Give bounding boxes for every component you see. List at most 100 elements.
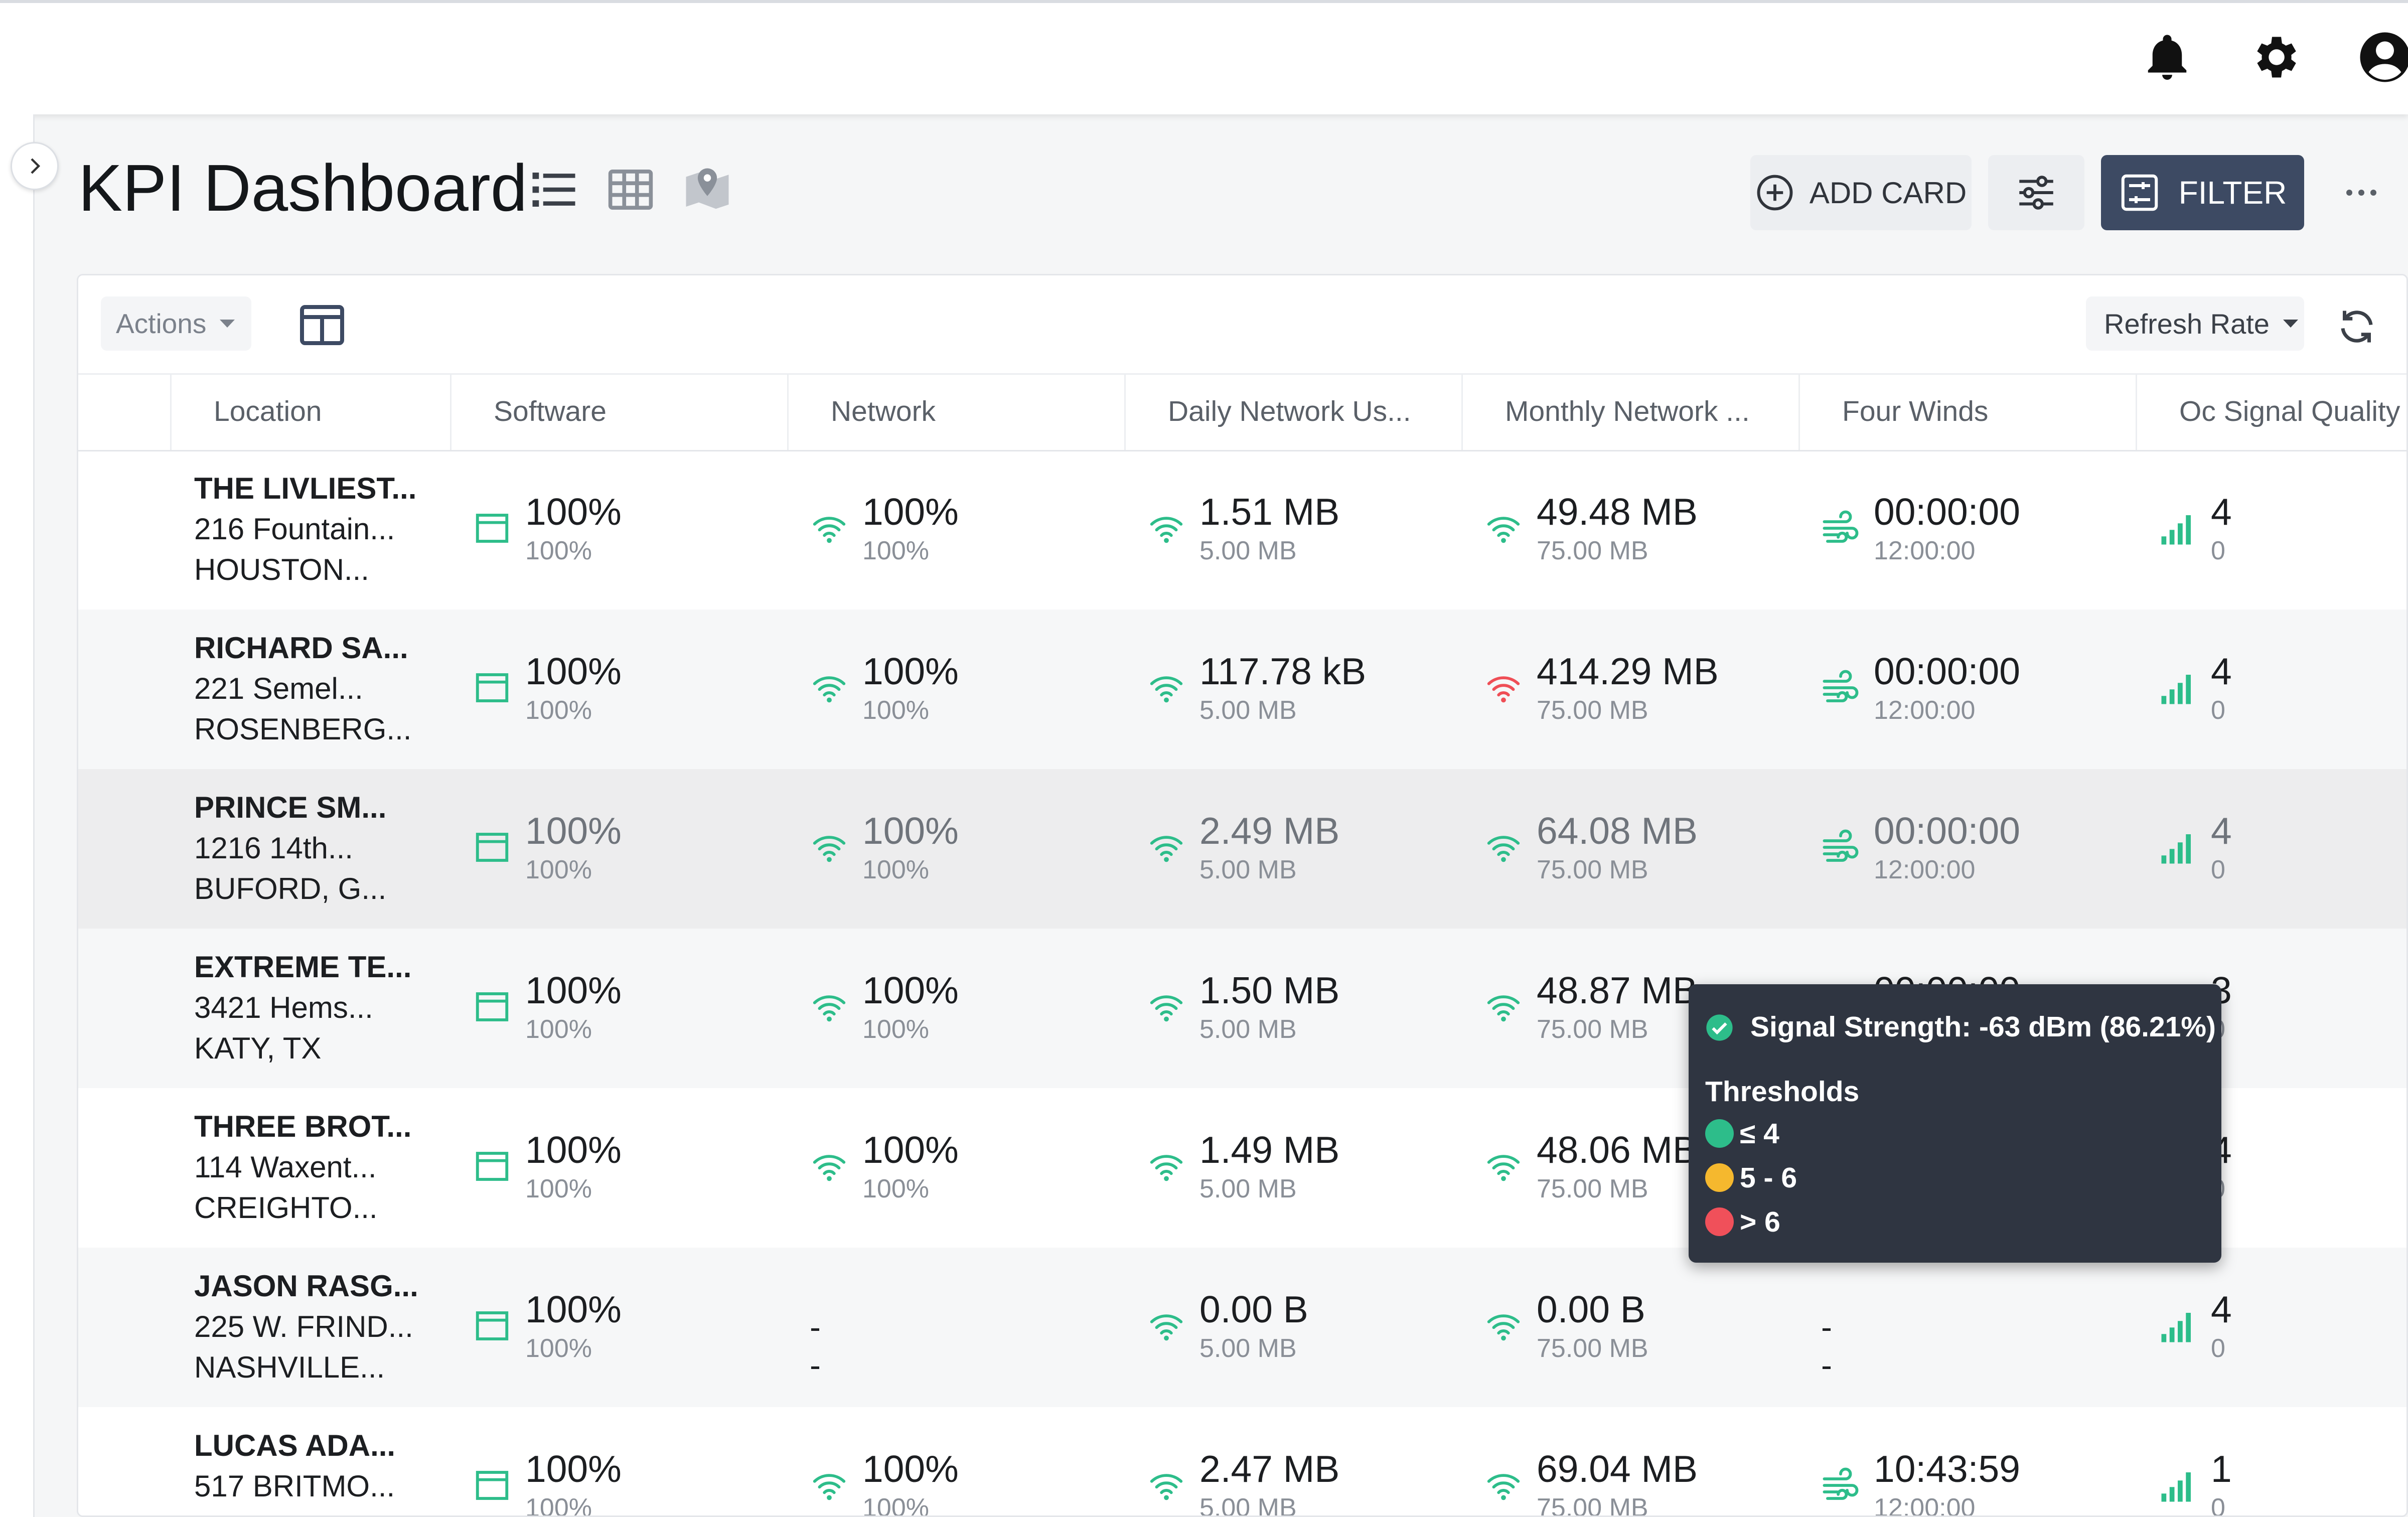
signal-subvalue: 0 — [2211, 536, 2225, 565]
daily-subvalue: 5.00 MB — [1199, 855, 1297, 884]
column-header-four-winds[interactable]: Four Winds — [1798, 373, 2136, 450]
sidebar-expand-button[interactable] — [11, 142, 59, 190]
location-name: PRINCE SM... — [194, 791, 387, 824]
column-header-oc-signal-quality[interactable]: Oc Signal Quality — [2136, 373, 2406, 450]
location-cell[interactable]: EXTREME TE... 3421 Hems... KATY, TX — [194, 947, 435, 1069]
wind-icon — [1823, 510, 1859, 543]
location-city: NASHVILLE... — [194, 1350, 385, 1384]
layout-icon[interactable] — [298, 301, 346, 349]
software-subvalue: 100% — [525, 1015, 592, 1044]
wifi-icon — [1487, 995, 1520, 1022]
window-icon — [476, 1311, 509, 1340]
daily-value: 1.51 MB — [1199, 491, 1340, 533]
monthly-value: 48.06 MB — [1537, 1129, 1698, 1171]
location-cell[interactable]: PRINCE SM... 1216 14th... BUFORD, G... — [194, 787, 435, 909]
signal-bars-icon — [2161, 515, 2191, 545]
column-header-network[interactable]: Network — [787, 373, 1124, 450]
more-icon[interactable] — [2343, 175, 2379, 211]
location-cell[interactable]: THE LIVLIEST... 216 Fountain... HOUSTON.… — [194, 468, 435, 590]
gear-icon[interactable] — [2247, 30, 2302, 84]
sliders-icon — [2019, 176, 2053, 210]
add-card-button[interactable]: ADD CARD — [1750, 155, 1972, 230]
software-value: 100% — [525, 1288, 622, 1330]
sidebar-strip — [0, 114, 35, 1517]
location-city: KATY, TX — [194, 1031, 322, 1065]
location-name: EXTREME TE... — [194, 950, 412, 984]
wifi-icon — [813, 676, 846, 703]
wifi-icon — [813, 836, 846, 862]
monthly-value: 64.08 MB — [1537, 810, 1698, 852]
table-row[interactable]: THE LIVLIEST... 216 Fountain... HOUSTON.… — [78, 450, 2406, 610]
monthly-value: 48.87 MB — [1537, 969, 1698, 1011]
wind-icon — [1823, 1467, 1859, 1500]
window-icon — [476, 1471, 509, 1500]
software-subvalue: 100% — [525, 855, 592, 884]
daily-value: 2.49 MB — [1199, 810, 1340, 852]
monthly-value: 49.48 MB — [1537, 491, 1698, 533]
software-value: 100% — [525, 810, 622, 852]
actions-label: Actions — [116, 308, 207, 339]
actions-dropdown[interactable]: Actions — [101, 296, 251, 351]
network-subvalue: 100% — [862, 855, 929, 884]
threshold-label: 5 - 6 — [1740, 1162, 1797, 1194]
monthly-subvalue: 75.00 MB — [1537, 1174, 1648, 1203]
column-header-daily-network-usage[interactable]: Daily Network Us... — [1124, 373, 1461, 450]
location-address: 221 Semel... — [194, 672, 363, 705]
threshold-dot-yellow — [1705, 1163, 1734, 1192]
table-row[interactable]: LUCAS ADA... 517 BRITMO... HOUSTON, T...… — [78, 1407, 2406, 1517]
signal-subvalue: 0 — [2211, 696, 2225, 725]
add-card-label: ADD CARD — [1809, 176, 1967, 210]
winds-subvalue: 12:00:00 — [1874, 1493, 1976, 1517]
location-address: 225 W. FRIND... — [194, 1310, 413, 1343]
winds-subvalue: 12:00:00 — [1874, 696, 1976, 725]
top-bar — [0, 0, 2408, 114]
sync-icon[interactable] — [2336, 306, 2378, 348]
map-view-icon[interactable] — [682, 164, 733, 215]
caret-down-icon — [220, 320, 235, 328]
plus-circle-icon — [1757, 175, 1793, 211]
filter-button[interactable]: FILTER — [2101, 155, 2304, 230]
software-subvalue: 100% — [525, 1174, 592, 1203]
settings-sliders-button[interactable] — [1988, 155, 2084, 230]
location-cell[interactable]: RICHARD SA... 221 Semel... ROSENBERG... — [194, 628, 435, 749]
bell-icon[interactable] — [2140, 30, 2194, 84]
filter-label: FILTER — [2178, 175, 2287, 211]
column-header-software[interactable]: Software — [450, 373, 787, 450]
signal-value: 4 — [2211, 810, 2232, 852]
signal-subvalue: 0 — [2211, 1334, 2225, 1363]
location-cell[interactable]: THREE BROT... 114 Waxent... CREIGHTO... — [194, 1106, 435, 1228]
list-view-icon[interactable] — [528, 164, 579, 215]
location-address: 216 Fountain... — [194, 512, 395, 546]
software-subvalue: 100% — [525, 1493, 592, 1517]
threshold-item: > 6 — [1705, 1202, 1780, 1242]
software-value: 100% — [525, 650, 622, 692]
user-icon[interactable] — [2358, 30, 2408, 84]
location-name: JASON RASG... — [194, 1269, 418, 1303]
location-cell[interactable]: JASON RASG... 225 W. FRIND... NASHVILLE.… — [194, 1266, 435, 1388]
column-header-monthly-network-usage[interactable]: Monthly Network ... — [1461, 373, 1798, 450]
signal-subvalue: 0 — [2211, 855, 2225, 884]
refresh-rate-dropdown[interactable]: Refresh Rate — [2086, 296, 2304, 351]
table-row[interactable]: PRINCE SM... 1216 14th... BUFORD, G... 1… — [78, 769, 2406, 929]
software-value: 100% — [525, 969, 622, 1011]
daily-subvalue: 5.00 MB — [1199, 1334, 1297, 1363]
monthly-subvalue: 75.00 MB — [1537, 855, 1648, 884]
software-subvalue: 100% — [525, 696, 592, 725]
caret-down-icon — [2283, 320, 2298, 328]
location-address: 3421 Hems... — [194, 991, 373, 1024]
signal-bars-icon — [2161, 675, 2191, 704]
wifi-icon — [1150, 1314, 1183, 1341]
network-subvalue: 100% — [862, 1015, 929, 1044]
wind-icon — [1823, 670, 1859, 702]
table-row[interactable]: JASON RASG... 225 W. FRIND... NASHVILLE.… — [78, 1248, 2406, 1407]
wifi-icon — [1487, 1314, 1520, 1341]
grid-view-icon[interactable] — [605, 164, 656, 215]
monthly-subvalue: 75.00 MB — [1537, 1334, 1648, 1363]
signal-subvalue: 0 — [2211, 1493, 2225, 1517]
network-value: 100% — [862, 1448, 959, 1490]
wifi-icon — [1150, 517, 1183, 543]
network-subvalue: 100% — [862, 1174, 929, 1203]
table-row[interactable]: RICHARD SA... 221 Semel... ROSENBERG... … — [78, 610, 2406, 769]
column-header-location[interactable]: Location — [170, 373, 450, 450]
location-cell[interactable]: LUCAS ADA... 517 BRITMO... HOUSTON, T... — [194, 1425, 435, 1515]
